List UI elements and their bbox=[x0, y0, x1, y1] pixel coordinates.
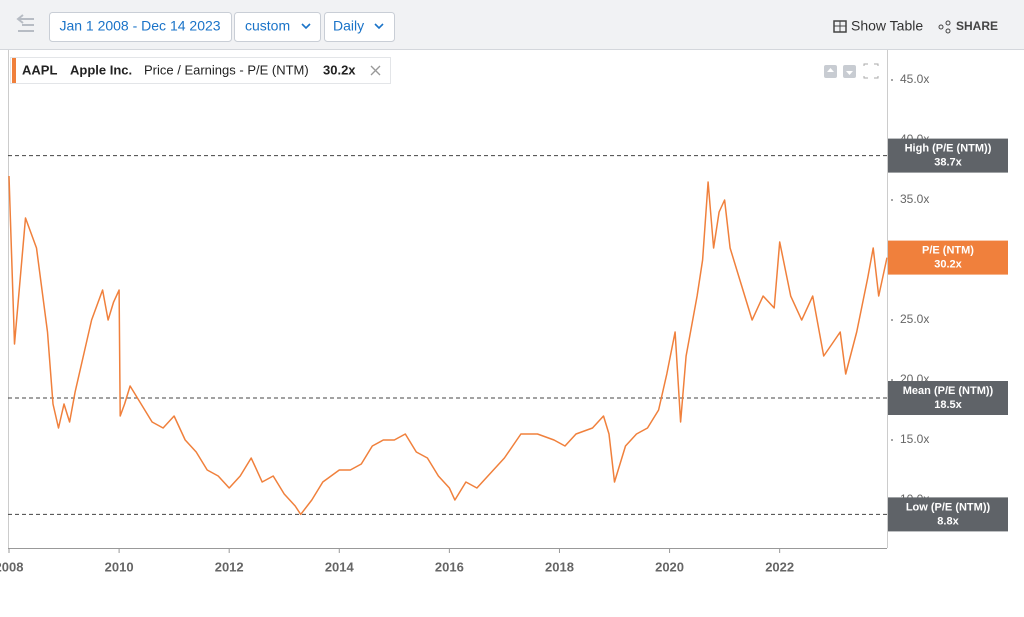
show-table-button[interactable]: Show Table bbox=[833, 18, 923, 34]
share: SHARE bbox=[956, 19, 998, 33]
legend-company: Apple Inc. bbox=[70, 62, 132, 77]
reference-badge bbox=[888, 381, 1008, 415]
y-tick-label: 45.0x bbox=[900, 72, 929, 86]
frequency: Daily bbox=[333, 18, 364, 34]
reference-label: High (P/E (NTM)) bbox=[905, 143, 992, 155]
legend-swatch bbox=[12, 58, 16, 83]
mode: custom bbox=[245, 18, 290, 34]
back-button[interactable] bbox=[16, 14, 34, 32]
reference-label: Low (P/E (NTM)) bbox=[906, 501, 991, 513]
reference-badge bbox=[888, 497, 1008, 532]
y-tick-label: 15.0x bbox=[900, 432, 929, 446]
reference-value: 18.5x bbox=[934, 399, 962, 411]
x-tick-label: 2016 bbox=[435, 559, 464, 574]
reference-label: Mean (P/E (NTM)) bbox=[903, 385, 994, 397]
current-label: P/E (NTM) bbox=[922, 245, 974, 257]
series-line bbox=[8, 175, 888, 516]
x-tick-label: 2010 bbox=[105, 559, 134, 574]
date-range-button[interactable]: Jan 1 2008 - Dec 14 2023 bbox=[49, 12, 232, 42]
legend: AAPL Apple Inc. Price / Earnings - P/E (… bbox=[10, 57, 391, 84]
legend-value: 30.2x bbox=[323, 62, 356, 77]
x-tick-label: 2022 bbox=[765, 559, 794, 574]
legend-metric: Price / Earnings - P/E (NTM) bbox=[144, 62, 309, 77]
y-tick-label: 25.0x bbox=[900, 312, 929, 326]
reference-badge bbox=[888, 138, 1008, 173]
y-tick-mark bbox=[891, 439, 893, 441]
share-button[interactable]: SHARE bbox=[938, 19, 998, 34]
y-tick-mark bbox=[891, 379, 893, 381]
current-value: 30.2x bbox=[934, 259, 962, 271]
reference-value: 8.8x bbox=[937, 515, 959, 527]
y-tick-mark bbox=[891, 199, 893, 201]
x-tick-label: 2012 bbox=[215, 559, 244, 574]
x-tick-label: 2014 bbox=[325, 559, 355, 574]
y-tick-mark bbox=[891, 79, 893, 81]
legend-ticker: AAPL bbox=[22, 62, 57, 77]
current-badge bbox=[888, 240, 1008, 275]
x-tick-label: 2018 bbox=[545, 559, 574, 574]
show-table: Show Table bbox=[851, 18, 923, 34]
reference-value: 38.7x bbox=[934, 157, 962, 169]
mode-dropdown[interactable]: custom bbox=[234, 12, 321, 42]
y-tick-mark bbox=[891, 319, 893, 321]
chart-controls[interactable] bbox=[824, 63, 879, 79]
x-tick-label: 2008 bbox=[0, 559, 23, 574]
date-range: Jan 1 2008 - Dec 14 2023 bbox=[59, 18, 220, 34]
y-tick-label: 35.0x bbox=[900, 192, 929, 206]
legend-close[interactable] bbox=[370, 65, 381, 76]
frequency-dropdown[interactable]: Daily bbox=[324, 12, 395, 42]
x-tick-label: 2020 bbox=[655, 559, 684, 574]
